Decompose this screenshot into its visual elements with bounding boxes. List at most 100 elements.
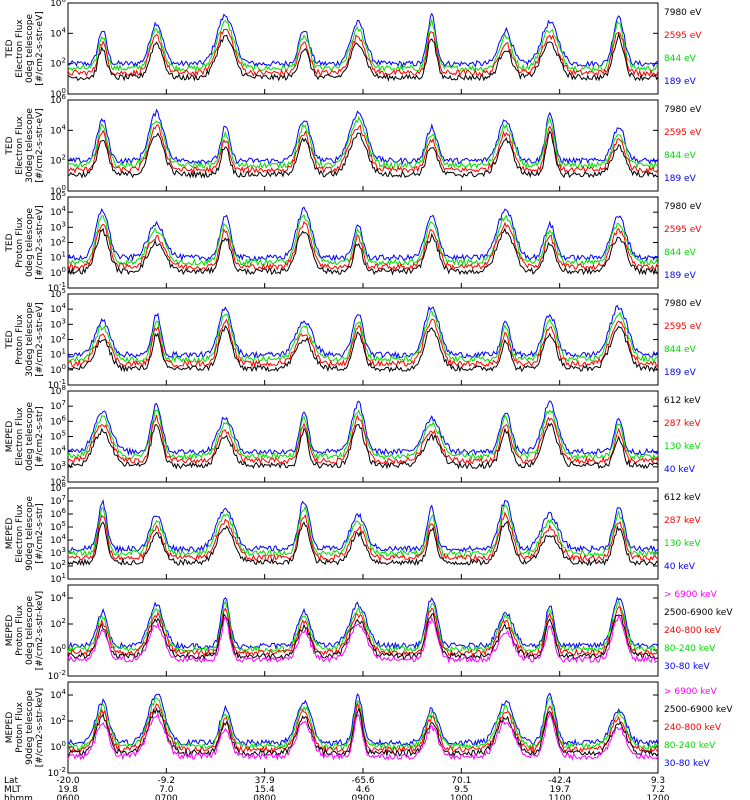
y-tick-label: 100 <box>50 87 66 100</box>
legend-entry: 844 eV <box>664 151 697 161</box>
y-axis-label: MEPEDProton Flux90deg telescope[#/cm2-s-… <box>5 688 45 767</box>
series-line-red <box>67 220 659 272</box>
legend-entry: 30-80 keV <box>664 662 710 672</box>
legend-entry: 40 keV <box>664 562 696 572</box>
y-axis-label: TEDProton Flux0deg telescope[#/cm2-s-str… <box>5 205 45 280</box>
legend-entry: 80-240 keV <box>664 644 716 654</box>
legend-entry: 80-240 keV <box>664 741 716 751</box>
x-tick-label: 7.2 <box>651 785 665 795</box>
y-tick-label: 10-1 <box>48 378 66 391</box>
y-tick-label: 102 <box>50 236 66 249</box>
y-tick-label: 101 <box>50 348 66 361</box>
legend-entry: 612 keV <box>664 396 701 406</box>
legend-entry: 2595 eV <box>664 31 702 41</box>
y-tick-label: 102 <box>50 475 66 488</box>
y-tick-label: 105 <box>50 430 66 443</box>
legend-entry: 2500-6900 keV <box>664 608 733 618</box>
legend-entry: 2500-6900 keV <box>664 705 733 715</box>
series-line-black <box>67 707 659 758</box>
series-line-black <box>67 324 659 373</box>
legend-entry: 130 keV <box>664 442 701 452</box>
series-line-blue <box>67 12 659 68</box>
y-axis-label: TEDProton Flux30deg telescope[#/cm2-s-st… <box>5 302 45 377</box>
series-line-red <box>67 606 659 657</box>
series-line-green <box>67 310 659 364</box>
legend-entry: 2595 eV <box>664 225 702 235</box>
series-line-blue <box>67 498 659 554</box>
legend-entry: 240-800 keV <box>664 723 722 733</box>
y-tick-label: 105 <box>50 287 66 300</box>
legend-entry: 287 keV <box>664 516 701 526</box>
legend-entry: 7980 eV <box>664 8 702 18</box>
y-tick-label: 104 <box>50 445 66 458</box>
x-tick-label: 37.9 <box>255 776 275 786</box>
series-line-magenta <box>67 712 659 761</box>
y-tick-label: 106 <box>50 0 66 9</box>
x-tick-label: 1000 <box>450 794 473 800</box>
y-tick-label: 106 <box>50 93 66 106</box>
series-line-black <box>67 32 659 83</box>
legend-entry: 130 keV <box>664 539 701 549</box>
panel-frame <box>67 2 659 95</box>
x-tick-label: 19.8 <box>58 785 78 795</box>
series-line-green <box>67 214 659 267</box>
legend-entry: 30-80 keV <box>664 759 710 769</box>
x-tick-label: 15.4 <box>255 785 275 795</box>
y-axis-label: MEPEDElectron Flux90deg telescope[#/cm2-… <box>5 496 45 571</box>
series-line-green <box>67 504 659 558</box>
legend-entry: 287 keV <box>664 419 701 429</box>
y-tick-label: 104 <box>50 26 66 39</box>
x-tick-label: -20.0 <box>56 776 80 786</box>
x-tick-label: 7.0 <box>159 785 174 795</box>
y-tick-label: 100 <box>50 740 66 753</box>
legend-entry: 7980 eV <box>664 105 702 115</box>
x-tick-label: 0600 <box>57 794 80 800</box>
y-tick-label: 104 <box>50 205 66 218</box>
x-tick-label: 9.5 <box>454 785 468 795</box>
y-tick-label: 100 <box>50 266 66 279</box>
legend-entry: 7980 eV <box>664 202 702 212</box>
series-line-black <box>67 130 658 179</box>
series-line-green <box>67 409 659 461</box>
series-line-red <box>67 318 659 369</box>
y-tick-label: 108 <box>50 481 66 494</box>
y-tick-label: 106 <box>50 414 66 427</box>
x-tick-label: -65.6 <box>351 776 375 786</box>
series-line-green <box>67 115 659 170</box>
legend-entry: 2595 eV <box>664 128 702 138</box>
y-tick-label: 104 <box>50 688 66 701</box>
y-tick-label: 102 <box>50 559 66 572</box>
legend-entry: 189 eV <box>664 368 697 378</box>
x-tick-label: 70.1 <box>451 776 471 786</box>
y-tick-label: 100 <box>50 363 66 376</box>
y-tick-label: 102 <box>50 333 66 346</box>
y-tick-label: 104 <box>50 591 66 604</box>
legend-entry: 189 eV <box>664 77 697 87</box>
x-row-label: MLT <box>4 785 22 795</box>
panel-frame <box>67 487 659 580</box>
y-tick-label: 10-1 <box>48 281 66 294</box>
y-tick-label: 103 <box>50 220 66 233</box>
x-row-label: hhmm <box>4 794 33 800</box>
y-tick-label: 105 <box>50 190 66 203</box>
series-line-black <box>67 422 659 470</box>
y-tick-label: 104 <box>50 302 66 315</box>
y-tick-label: 102 <box>50 57 66 70</box>
y-tick-label: 100 <box>50 184 66 197</box>
y-tick-label: 104 <box>50 123 66 136</box>
legend-entry: 2595 eV <box>664 322 702 332</box>
series-line-black <box>67 227 659 276</box>
x-tick-label: -9.2 <box>158 776 176 786</box>
y-tick-label: 105 <box>50 520 66 533</box>
y-tick-label: 102 <box>50 154 66 167</box>
y-tick-label: 100 <box>50 643 66 656</box>
legend-entry: 40 keV <box>664 465 696 475</box>
x-tick-label: -42.4 <box>548 776 572 786</box>
series-line-blue <box>67 108 659 166</box>
series-line-red <box>68 511 659 563</box>
y-tick-label: 102 <box>50 714 66 727</box>
